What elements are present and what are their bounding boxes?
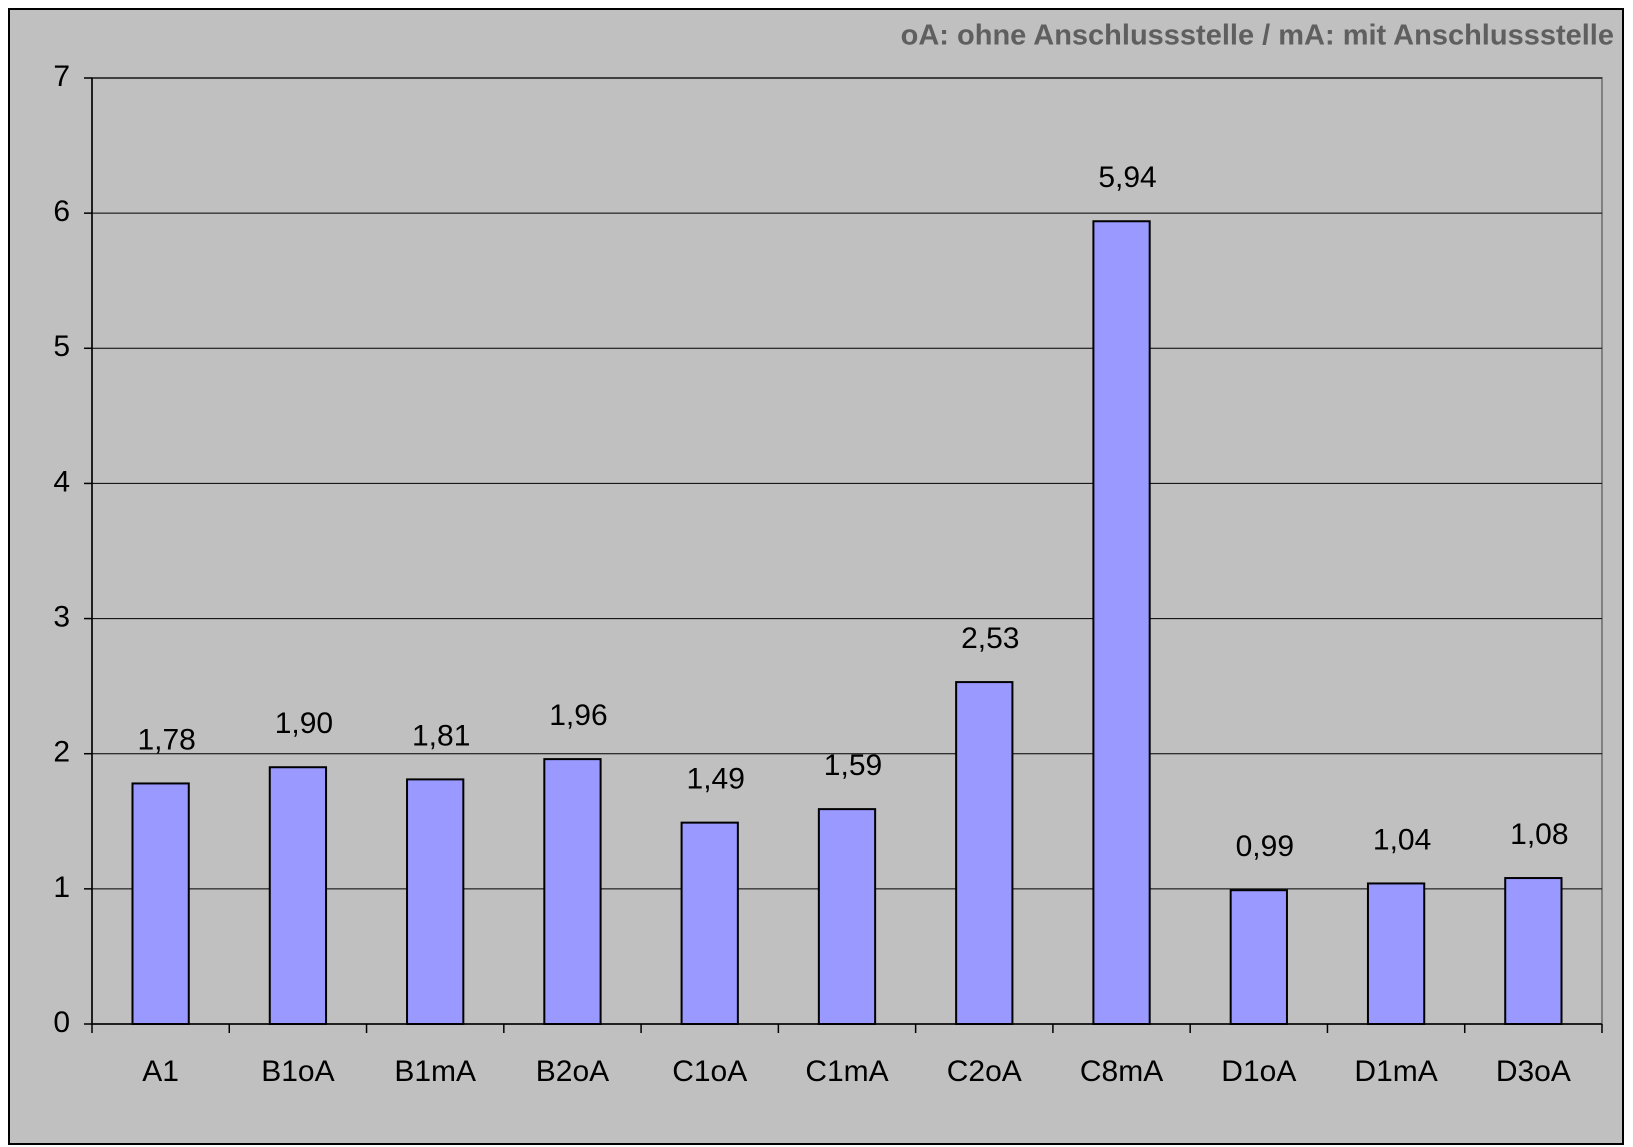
data-label: 1,49 (687, 763, 745, 796)
bar (1229, 889, 1288, 1025)
data-label: 0,99 (1236, 830, 1294, 863)
y-tick-label: 2 (53, 736, 70, 769)
x-tick-label: B2oA (536, 1055, 609, 1088)
x-tick-label: C1mA (805, 1055, 888, 1088)
x-tick-label: B1mA (394, 1055, 476, 1088)
y-tick-label: 0 (53, 1006, 70, 1039)
bar (1504, 877, 1563, 1025)
data-label: 1,90 (275, 707, 333, 740)
y-tick-label: 7 (53, 60, 70, 93)
bar (680, 821, 739, 1025)
bar (543, 758, 602, 1025)
x-tick-label: B1oA (261, 1055, 334, 1088)
x-tick-label: C2oA (947, 1055, 1022, 1088)
bar (1092, 220, 1151, 1026)
data-label: 1,04 (1373, 823, 1431, 856)
x-tick-label: C1oA (672, 1055, 747, 1088)
data-label: 1,81 (412, 719, 470, 752)
data-label: 1,59 (824, 749, 882, 782)
bar (406, 778, 465, 1025)
x-tick-label: C8mA (1080, 1055, 1163, 1088)
y-tick-label: 3 (53, 600, 70, 633)
data-label: 5,94 (1098, 161, 1156, 194)
data-label: 1,78 (137, 723, 195, 756)
data-label: 1,08 (1510, 818, 1568, 851)
data-label: 1,96 (549, 699, 607, 732)
y-tick-label: 5 (53, 330, 70, 363)
y-tick-label: 4 (53, 465, 70, 498)
x-tick-label: D3oA (1496, 1055, 1571, 1088)
bar (131, 782, 190, 1026)
y-tick-label: 1 (53, 871, 70, 904)
bar (817, 808, 877, 1025)
x-tick-label: D1mA (1354, 1055, 1437, 1088)
data-label: 2,53 (961, 622, 1019, 655)
bar (268, 766, 328, 1025)
x-tick-label: D1oA (1221, 1055, 1296, 1088)
bar (955, 681, 1014, 1025)
x-tick-label: A1 (142, 1055, 179, 1088)
bar (1366, 882, 1426, 1025)
annotation: oA: ohne Anschlussstelle / mA: mit Ansch… (901, 20, 1614, 52)
y-tick-label: 6 (53, 195, 70, 228)
